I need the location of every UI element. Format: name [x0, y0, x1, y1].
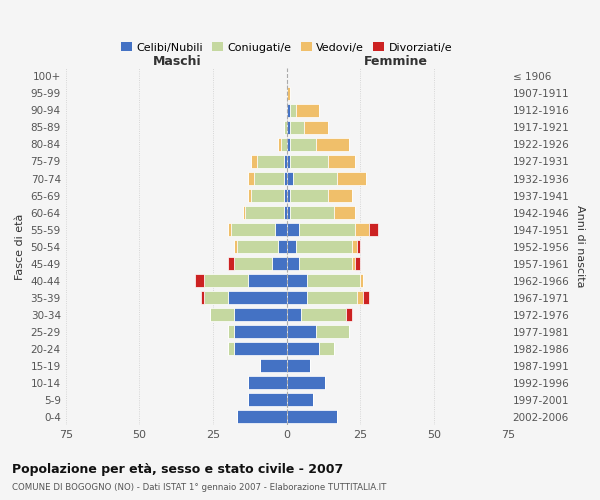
- Bar: [307, 274, 361, 287]
- Bar: [296, 104, 319, 117]
- Bar: [248, 172, 254, 185]
- Bar: [364, 291, 369, 304]
- Bar: [287, 257, 299, 270]
- Bar: [287, 138, 290, 151]
- Bar: [251, 189, 284, 202]
- Legend: Celibi/Nubili, Coniugati/e, Vedovi/e, Divorziati/e: Celibi/Nubili, Coniugati/e, Vedovi/e, Di…: [117, 38, 457, 57]
- Bar: [290, 155, 328, 168]
- Bar: [287, 274, 307, 287]
- Text: Femmine: Femmine: [364, 55, 428, 68]
- Bar: [204, 274, 248, 287]
- Bar: [228, 223, 231, 236]
- Bar: [236, 410, 287, 424]
- Bar: [251, 155, 257, 168]
- Bar: [287, 359, 310, 372]
- Bar: [296, 240, 352, 253]
- Bar: [287, 87, 290, 100]
- Bar: [278, 138, 281, 151]
- Bar: [319, 342, 334, 355]
- Bar: [316, 138, 349, 151]
- Bar: [287, 104, 290, 117]
- Bar: [355, 223, 369, 236]
- Bar: [361, 274, 364, 287]
- Bar: [275, 223, 287, 236]
- Bar: [337, 172, 367, 185]
- Bar: [369, 223, 378, 236]
- Bar: [248, 189, 251, 202]
- Text: Popolazione per età, sesso e stato civile - 2007: Popolazione per età, sesso e stato civil…: [12, 462, 343, 475]
- Bar: [287, 410, 337, 424]
- Bar: [287, 189, 290, 202]
- Bar: [346, 308, 352, 321]
- Bar: [245, 206, 284, 219]
- Bar: [287, 393, 313, 406]
- Bar: [358, 240, 361, 253]
- Bar: [290, 138, 316, 151]
- Bar: [248, 274, 287, 287]
- Bar: [290, 206, 334, 219]
- Bar: [281, 138, 287, 151]
- Bar: [242, 206, 245, 219]
- Bar: [284, 206, 287, 219]
- Bar: [284, 172, 287, 185]
- Bar: [301, 308, 346, 321]
- Bar: [328, 189, 352, 202]
- Bar: [228, 325, 233, 338]
- Bar: [299, 257, 352, 270]
- Bar: [287, 240, 296, 253]
- Bar: [355, 257, 361, 270]
- Bar: [284, 189, 287, 202]
- Bar: [287, 121, 290, 134]
- Bar: [278, 240, 287, 253]
- Text: Maschi: Maschi: [154, 55, 202, 68]
- Bar: [233, 257, 272, 270]
- Text: COMUNE DI BOGOGNO (NO) - Dati ISTAT 1° gennaio 2007 - Elaborazione TUTTITALIA.IT: COMUNE DI BOGOGNO (NO) - Dati ISTAT 1° g…: [12, 482, 386, 492]
- Bar: [287, 172, 293, 185]
- Bar: [204, 291, 228, 304]
- Bar: [233, 342, 287, 355]
- Bar: [248, 376, 287, 389]
- Bar: [307, 291, 358, 304]
- Bar: [290, 104, 296, 117]
- Y-axis label: Anni di nascita: Anni di nascita: [575, 206, 585, 288]
- Bar: [352, 257, 355, 270]
- Bar: [287, 376, 325, 389]
- Bar: [257, 155, 284, 168]
- Bar: [210, 308, 233, 321]
- Bar: [287, 325, 316, 338]
- Y-axis label: Fasce di età: Fasce di età: [15, 214, 25, 280]
- Bar: [228, 342, 233, 355]
- Bar: [228, 257, 233, 270]
- Bar: [287, 342, 319, 355]
- Bar: [290, 189, 328, 202]
- Bar: [358, 291, 364, 304]
- Bar: [299, 223, 355, 236]
- Bar: [231, 223, 275, 236]
- Bar: [287, 223, 299, 236]
- Bar: [287, 308, 301, 321]
- Bar: [201, 291, 204, 304]
- Bar: [196, 274, 204, 287]
- Bar: [287, 155, 290, 168]
- Bar: [260, 359, 287, 372]
- Bar: [293, 172, 337, 185]
- Bar: [316, 325, 349, 338]
- Bar: [248, 393, 287, 406]
- Bar: [284, 155, 287, 168]
- Bar: [272, 257, 287, 270]
- Bar: [304, 121, 328, 134]
- Bar: [233, 240, 236, 253]
- Bar: [236, 240, 278, 253]
- Bar: [233, 325, 287, 338]
- Bar: [290, 121, 304, 134]
- Bar: [287, 291, 307, 304]
- Bar: [228, 291, 287, 304]
- Bar: [334, 206, 355, 219]
- Bar: [352, 240, 358, 253]
- Bar: [287, 206, 290, 219]
- Bar: [254, 172, 284, 185]
- Bar: [284, 121, 287, 134]
- Bar: [233, 308, 287, 321]
- Bar: [328, 155, 355, 168]
